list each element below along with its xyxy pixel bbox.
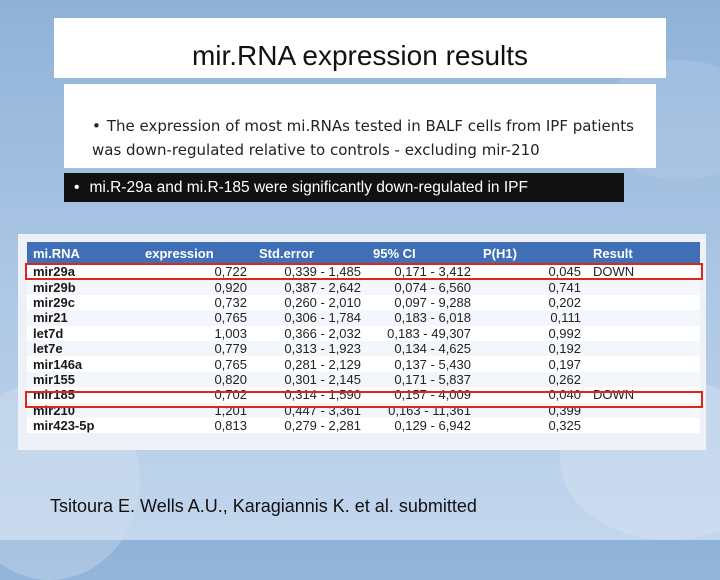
- cell-ci95: 0,074 - 6,560: [367, 279, 477, 295]
- cell-std-error: 0,366 - 2,032: [253, 325, 367, 341]
- cell-expression: 0,813: [139, 417, 253, 434]
- table-row: mir210 1,201 0,447 - 3,361 0,163 - 11,36…: [27, 402, 700, 418]
- highlight-bar: • mi.R-29a and mi.R-185 were significantl…: [64, 173, 624, 202]
- citation: Tsitoura E. Wells A.U., Karagiannis K. e…: [50, 496, 477, 516]
- cell-expression: 0,732: [139, 294, 253, 311]
- cell-p: 0,197: [477, 356, 587, 372]
- cell-result: DOWN: [587, 264, 700, 280]
- table-row: mir21 0,765 0,306 - 1,784 0,183 - 6,018 …: [27, 310, 700, 326]
- table-row: mir29a 0,722 0,339 - 1,485 0,171 - 3,412…: [27, 264, 700, 280]
- slide-title: mir.RNA expression results: [191, 40, 529, 71]
- cell-mirna: let7d: [27, 325, 139, 341]
- column-header: Std.error: [253, 242, 367, 264]
- cell-mirna: mir155: [27, 371, 139, 388]
- cell-p: 0,202: [477, 294, 587, 311]
- cell-p: 0,399: [477, 402, 587, 418]
- cell-ci95: 0,157 - 4,009: [367, 387, 477, 403]
- cell-p: 0,040: [477, 387, 587, 403]
- cell-std-error: 0,339 - 1,485: [253, 264, 367, 280]
- table-row: let7d 1,003 0,366 - 2,032 0,183 - 49,307…: [27, 325, 700, 341]
- cell-p: 0,992: [477, 325, 587, 341]
- column-header: expression: [139, 242, 253, 264]
- cell-mirna: mir423-5p: [27, 417, 139, 434]
- cell-ci95: 0,137 - 5,430: [367, 356, 477, 372]
- cell-std-error: 0,313 - 1,923: [253, 340, 367, 357]
- bullet-dot: •: [74, 178, 80, 196]
- cell-p: 0,262: [477, 371, 587, 388]
- cell-ci95: 0,171 - 3,412: [367, 264, 477, 280]
- cell-expression: 1,003: [139, 325, 253, 341]
- cell-result: [587, 417, 700, 434]
- cell-p: 0,325: [477, 417, 587, 434]
- cell-result: [587, 325, 700, 341]
- cell-result: [587, 294, 700, 311]
- cell-mirna: mir146a: [27, 356, 139, 372]
- cell-std-error: 0,447 - 3,361: [253, 402, 367, 418]
- cell-ci95: 0,134 - 4,625: [367, 340, 477, 357]
- cell-expression: 0,820: [139, 371, 253, 388]
- column-header: 95% CI: [367, 242, 477, 264]
- cell-std-error: 0,281 - 2,129: [253, 356, 367, 372]
- results-table: mi.RNA expression Std.error 95% CI P(H1)…: [27, 242, 700, 434]
- cell-std-error: 0,314 - 1,590: [253, 387, 367, 403]
- column-header: mi.RNA: [27, 242, 139, 264]
- table-row: let7e 0,779 0,313 - 1,923 0,134 - 4,625 …: [27, 340, 700, 357]
- cell-std-error: 0,387 - 2,642: [253, 279, 367, 295]
- table-header-row: mi.RNA expression Std.error 95% CI P(H1)…: [27, 242, 700, 264]
- cell-expression: 0,722: [139, 264, 253, 280]
- bullet-text-2: mi.R-29a and mi.R-185 were significantly…: [89, 178, 528, 196]
- cell-std-error: 0,279 - 2,281: [253, 417, 367, 434]
- cell-mirna: mir29b: [27, 279, 139, 295]
- table-row: mir423-5p 0,813 0,279 - 2,281 0,129 - 6,…: [27, 417, 700, 434]
- cell-ci95: 0,183 - 49,307: [367, 325, 477, 341]
- table-row: mir29b 0,920 0,387 - 2,642 0,074 - 6,560…: [27, 279, 700, 295]
- cell-mirna: mir185: [27, 387, 139, 403]
- cell-ci95: 0,183 - 6,018: [367, 310, 477, 326]
- table-row: mir146a 0,765 0,281 - 2,129 0,137 - 5,43…: [27, 356, 700, 372]
- cell-result: [587, 340, 700, 357]
- table-row: mir185 0,702 0,314 - 1,590 0,157 - 4,009…: [27, 387, 700, 403]
- table-row: mir29c 0,732 0,260 - 2,010 0,097 - 9,288…: [27, 294, 700, 311]
- cell-std-error: 0,306 - 1,784: [253, 310, 367, 326]
- cell-result: [587, 279, 700, 295]
- cell-mirna: mir29a: [27, 264, 139, 280]
- cell-result: DOWN: [587, 387, 700, 403]
- cell-p: 0,045: [477, 264, 587, 280]
- title-box: mir.RNA expression results: [54, 18, 666, 78]
- cell-expression: 1,201: [139, 402, 253, 418]
- cell-ci95: 0,171 - 5,837: [367, 371, 477, 388]
- cell-mirna: let7e: [27, 340, 139, 357]
- bullet-box: • The expression of most mi.RNAs tested i…: [64, 84, 656, 168]
- bullet-text-1: The expression of most mi.RNAs tested in…: [92, 117, 634, 159]
- cell-expression: 0,920: [139, 279, 253, 295]
- cell-expression: 0,765: [139, 356, 253, 372]
- cell-result: [587, 402, 700, 418]
- cell-result: [587, 371, 700, 388]
- cell-mirna: mir21: [27, 310, 139, 326]
- column-header: Result: [587, 242, 700, 264]
- cell-ci95: 0,129 - 6,942: [367, 417, 477, 434]
- bullet-dot: •: [92, 117, 101, 135]
- table-row: mir155 0,820 0,301 - 2,145 0,171 - 5,837…: [27, 371, 700, 388]
- cell-std-error: 0,301 - 2,145: [253, 371, 367, 388]
- cell-ci95: 0,163 - 11,361: [367, 402, 477, 418]
- column-header: P(H1): [477, 242, 587, 264]
- cell-mirna: mir29c: [27, 294, 139, 311]
- cell-p: 0,111: [477, 310, 587, 326]
- cell-result: [587, 310, 700, 326]
- cell-expression: 0,779: [139, 340, 253, 357]
- cell-ci95: 0,097 - 9,288: [367, 294, 477, 311]
- cell-expression: 0,765: [139, 310, 253, 326]
- cell-p: 0,741: [477, 279, 587, 295]
- cell-mirna: mir210: [27, 402, 139, 418]
- cell-expression: 0,702: [139, 387, 253, 403]
- cell-std-error: 0,260 - 2,010: [253, 294, 367, 311]
- cell-p: 0,192: [477, 340, 587, 357]
- cell-result: [587, 356, 700, 372]
